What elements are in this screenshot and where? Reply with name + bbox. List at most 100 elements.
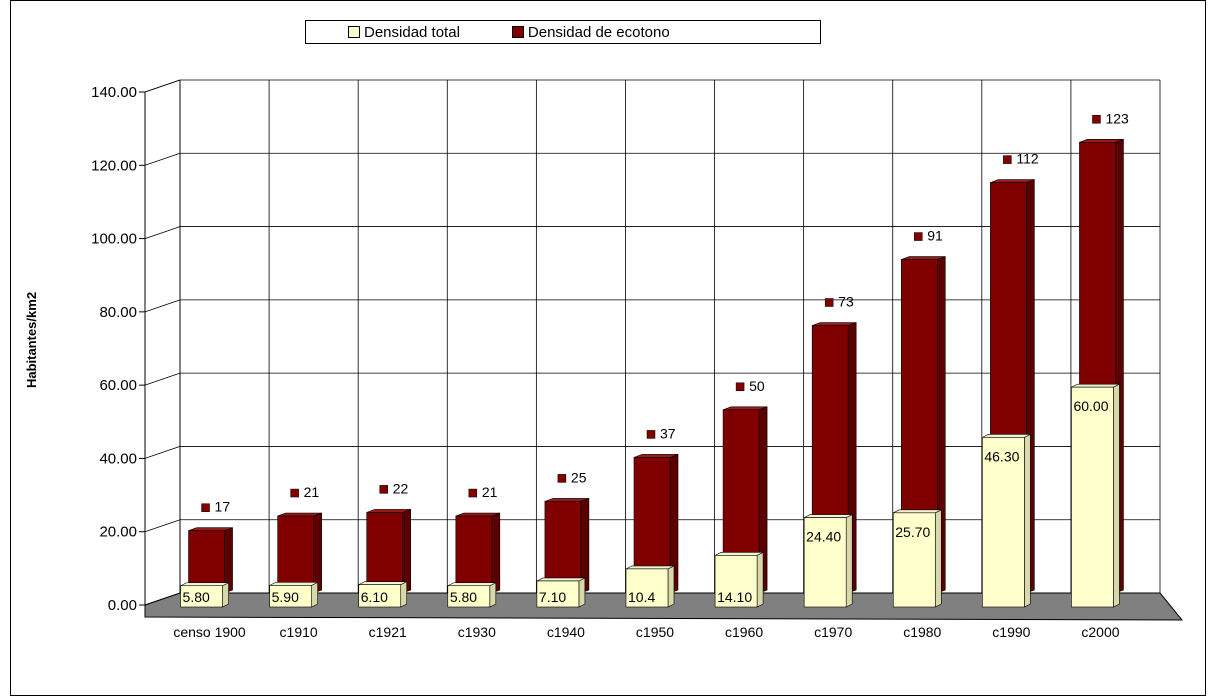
- data-label-marker: [914, 232, 923, 241]
- bar-total: [358, 581, 408, 608]
- bar-ecotono-top: [455, 512, 500, 517]
- data-label-total: 14.10: [717, 589, 752, 605]
- data-label-total: 5.90: [272, 589, 299, 605]
- bar-total-side: [489, 582, 497, 608]
- bar-total: [982, 433, 1031, 608]
- legend-item-total: Densidad total: [348, 24, 460, 41]
- y-tick-label: 80.00: [99, 304, 137, 321]
- data-label-marker: [379, 485, 388, 494]
- bar-ecotono-top: [901, 256, 946, 260]
- x-tick-label: c1930: [458, 624, 496, 640]
- bar-ecotono: [455, 512, 501, 594]
- data-label-ecotono: 25: [571, 469, 587, 485]
- bar-total-top: [536, 577, 586, 582]
- x-tick-label: c1980: [903, 624, 941, 640]
- bar-ecotono-side: [313, 512, 322, 594]
- gridline-side: [144, 226, 181, 239]
- bar-ecotono-top: [990, 179, 1035, 183]
- data-label-marker: [557, 474, 567, 483]
- data-label-ecotono: 50: [749, 378, 765, 394]
- bar-total-side: [667, 565, 675, 608]
- bar-total-side: [934, 509, 942, 608]
- bar-ecotono-top: [812, 322, 857, 326]
- data-label-ecotono: 22: [393, 480, 409, 496]
- bar-total-side: [222, 582, 229, 608]
- bar-ecotono-front: [455, 515, 493, 594]
- bar-total-top: [714, 552, 764, 556]
- bar-total-top: [1071, 383, 1120, 388]
- gridline-side: [144, 299, 181, 313]
- data-label-ecotono: 91: [927, 228, 943, 244]
- x-tick-label: c2000: [1081, 624, 1119, 640]
- y-tick-label: 60.00: [99, 377, 137, 394]
- bar-total-top: [982, 434, 1031, 438]
- bar-total-front: [269, 585, 312, 608]
- data-label-marker: [290, 488, 299, 498]
- bar-total-front: [536, 580, 580, 608]
- bar-ecotono-top: [722, 406, 768, 411]
- gridline-side: [144, 152, 181, 166]
- data-label-ecotono: 73: [838, 294, 854, 310]
- bar-ecotono-top: [277, 512, 322, 517]
- x-tick-label: c1970: [814, 624, 852, 640]
- bar-total-side: [845, 514, 853, 608]
- bar-ecotono-front: [277, 515, 314, 594]
- y-tick-label: 0.00: [108, 597, 137, 614]
- legend-swatch-ecotono: [511, 26, 524, 38]
- y-tick-label: 140.00: [91, 84, 137, 101]
- bar-ecotono-top: [1079, 138, 1124, 143]
- bar-total-top: [804, 514, 853, 518]
- bar-ecotono-top: [544, 498, 590, 502]
- legend-label-ecotono: Densidad de ecotono: [527, 23, 670, 41]
- bar-total-front: [803, 517, 847, 608]
- y-tick-label: 120.00: [91, 157, 137, 174]
- bar-total: [892, 509, 942, 608]
- data-label-ecotono: 17: [215, 499, 231, 515]
- bar-total-front: [358, 584, 402, 608]
- bar-total: [536, 577, 586, 608]
- bar-total-front: [892, 512, 936, 608]
- data-label-marker: [824, 298, 834, 307]
- x-tick-label: c1910: [280, 624, 318, 640]
- bar-total: [625, 565, 675, 608]
- bar-ecotono-front: [366, 512, 404, 594]
- bar-total-side: [1024, 433, 1031, 608]
- x-tick-label: c1950: [636, 624, 674, 640]
- bar-total-side: [756, 551, 764, 608]
- x-tick-label: c1940: [547, 624, 585, 640]
- bar-total-side: [311, 581, 318, 608]
- bar-total: [180, 582, 229, 608]
- data-label-marker: [735, 382, 745, 392]
- data-label-marker: [201, 503, 210, 512]
- x-tick-label: c1990: [992, 624, 1030, 640]
- y-tick-label: 20.00: [99, 524, 137, 541]
- bar-total-front: [982, 437, 1025, 608]
- bar-total-top: [447, 582, 496, 587]
- bar-total-top: [893, 509, 942, 514]
- data-label-total: 6.10: [361, 589, 388, 605]
- bar-total-top: [180, 582, 229, 587]
- bar-ecotono: [277, 512, 322, 594]
- bar-total: [714, 551, 764, 608]
- y-tick-label: 40.00: [99, 450, 137, 467]
- bar-total-front: [180, 585, 223, 608]
- gridline-side: [144, 446, 181, 459]
- bar-ecotono-top: [188, 527, 233, 532]
- bar-total-side: [1113, 383, 1120, 608]
- bar-total: [269, 581, 318, 608]
- bar-total: [447, 582, 497, 608]
- legend-label-total: Densidad total: [364, 23, 460, 41]
- gridline-side: [144, 592, 181, 606]
- data-label-marker: [646, 430, 656, 439]
- data-label-total: 46.30: [984, 448, 1019, 464]
- bar-ecotono: [366, 508, 412, 594]
- gridline-side: [144, 372, 181, 386]
- bar-total: [1071, 383, 1120, 608]
- data-label-total: 60.00: [1073, 398, 1108, 414]
- data-label-ecotono: 112: [1016, 151, 1039, 167]
- legend-swatch-total: [348, 26, 360, 38]
- bar-total-side: [578, 577, 586, 608]
- side-wall-top: [144, 79, 181, 93]
- data-label-total: 10.4: [628, 589, 655, 605]
- legend-item-ecotono: Densidad de ecotono: [511, 23, 670, 41]
